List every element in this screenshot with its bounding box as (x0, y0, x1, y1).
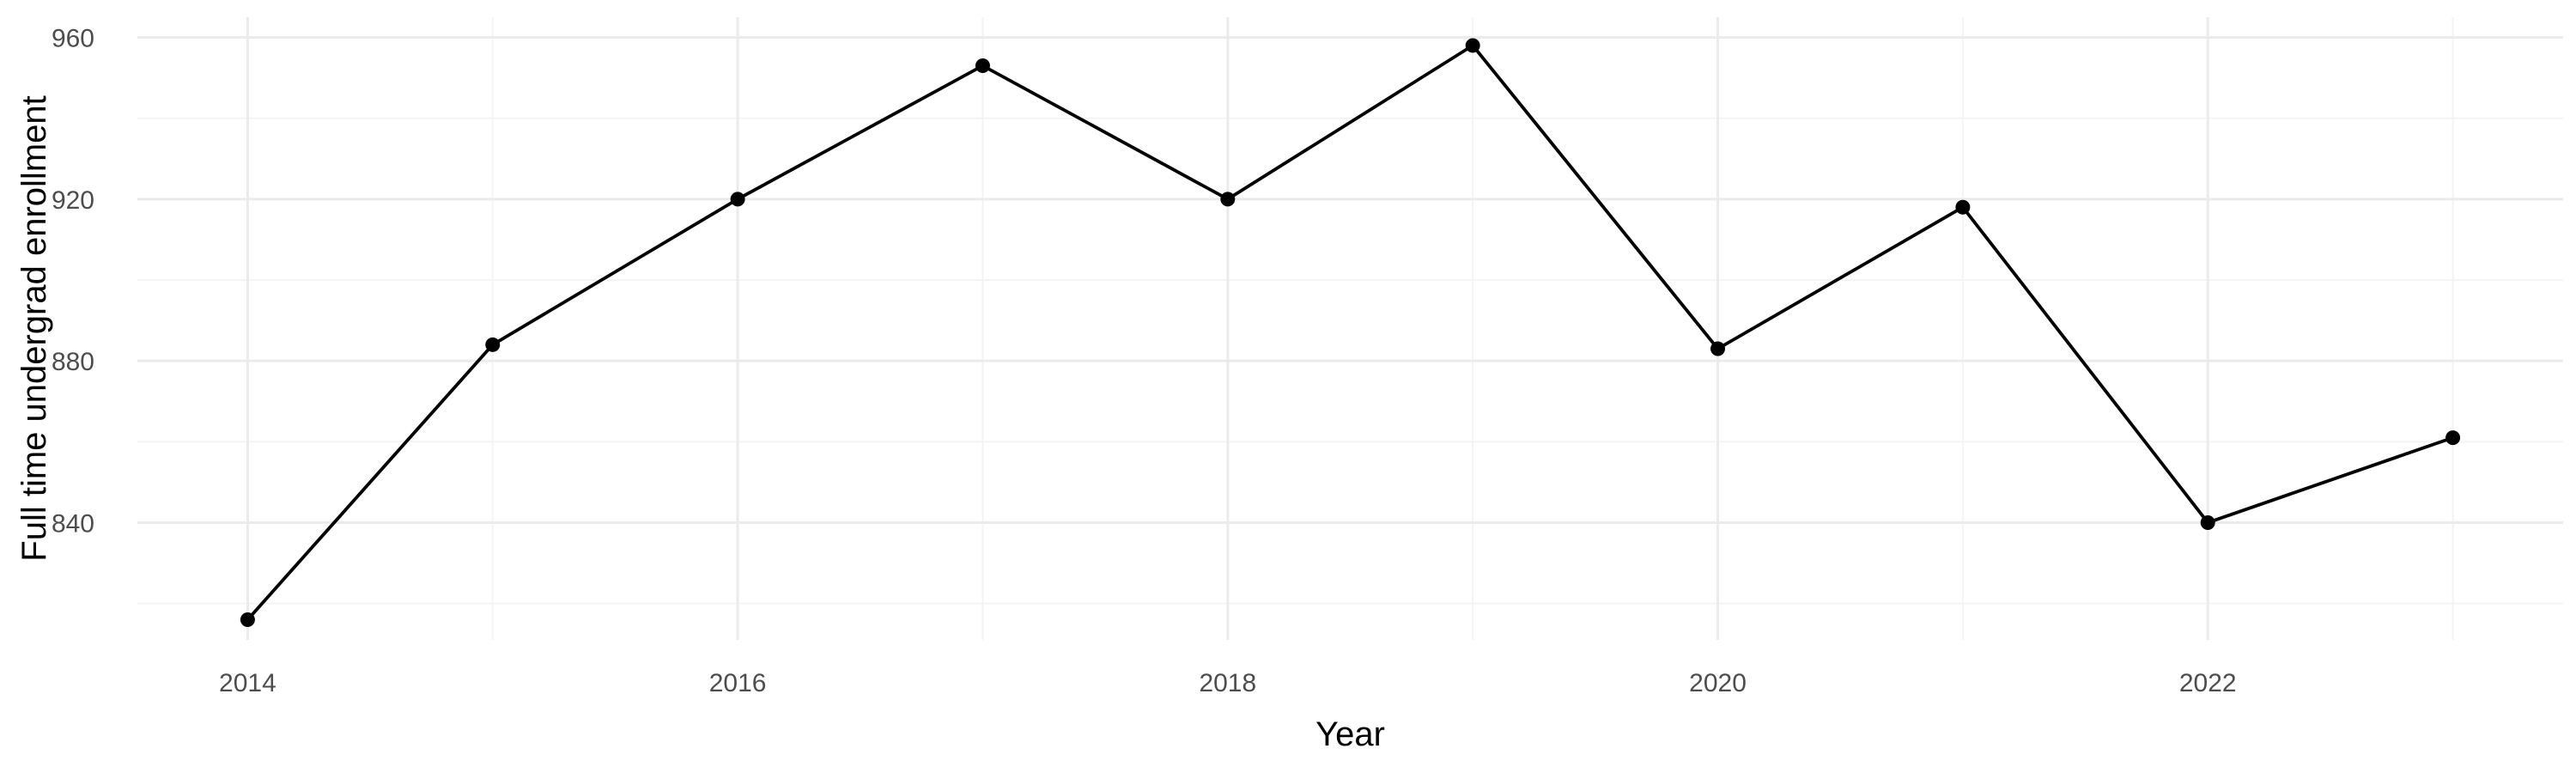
data-point (2200, 514, 2215, 530)
data-point (240, 612, 255, 627)
x-axis-title: Year (1315, 715, 1385, 753)
data-point (1955, 199, 1971, 215)
data-point (2445, 430, 2461, 446)
data-points (240, 38, 2461, 627)
y-tick-labels: 840 880 920 960 (52, 25, 94, 539)
data-point (1465, 38, 1480, 53)
series-line (246, 44, 2454, 621)
data-point (1220, 192, 1236, 207)
major-gridlines (137, 17, 2563, 640)
data-point (1710, 341, 1726, 356)
x-tick-labels: 2014 2016 2018 2020 2022 (219, 669, 2237, 697)
y-tick-label: 840 (52, 509, 94, 538)
x-tick-label: 2014 (219, 669, 276, 697)
data-point (485, 337, 501, 352)
x-tick-label: 2022 (2179, 669, 2237, 697)
y-tick-label: 880 (52, 348, 94, 376)
minor-gridlines (137, 17, 2563, 640)
data-point (975, 58, 990, 73)
x-tick-label: 2016 (709, 669, 767, 697)
x-tick-label: 2018 (1199, 669, 1256, 697)
series-layer (246, 44, 2454, 621)
y-tick-label: 920 (52, 186, 94, 215)
x-tick-label: 2020 (1689, 669, 1747, 697)
y-axis-title: Full time undergrad enrollment (15, 95, 53, 561)
y-tick-label: 960 (52, 25, 94, 53)
data-point (730, 192, 745, 207)
